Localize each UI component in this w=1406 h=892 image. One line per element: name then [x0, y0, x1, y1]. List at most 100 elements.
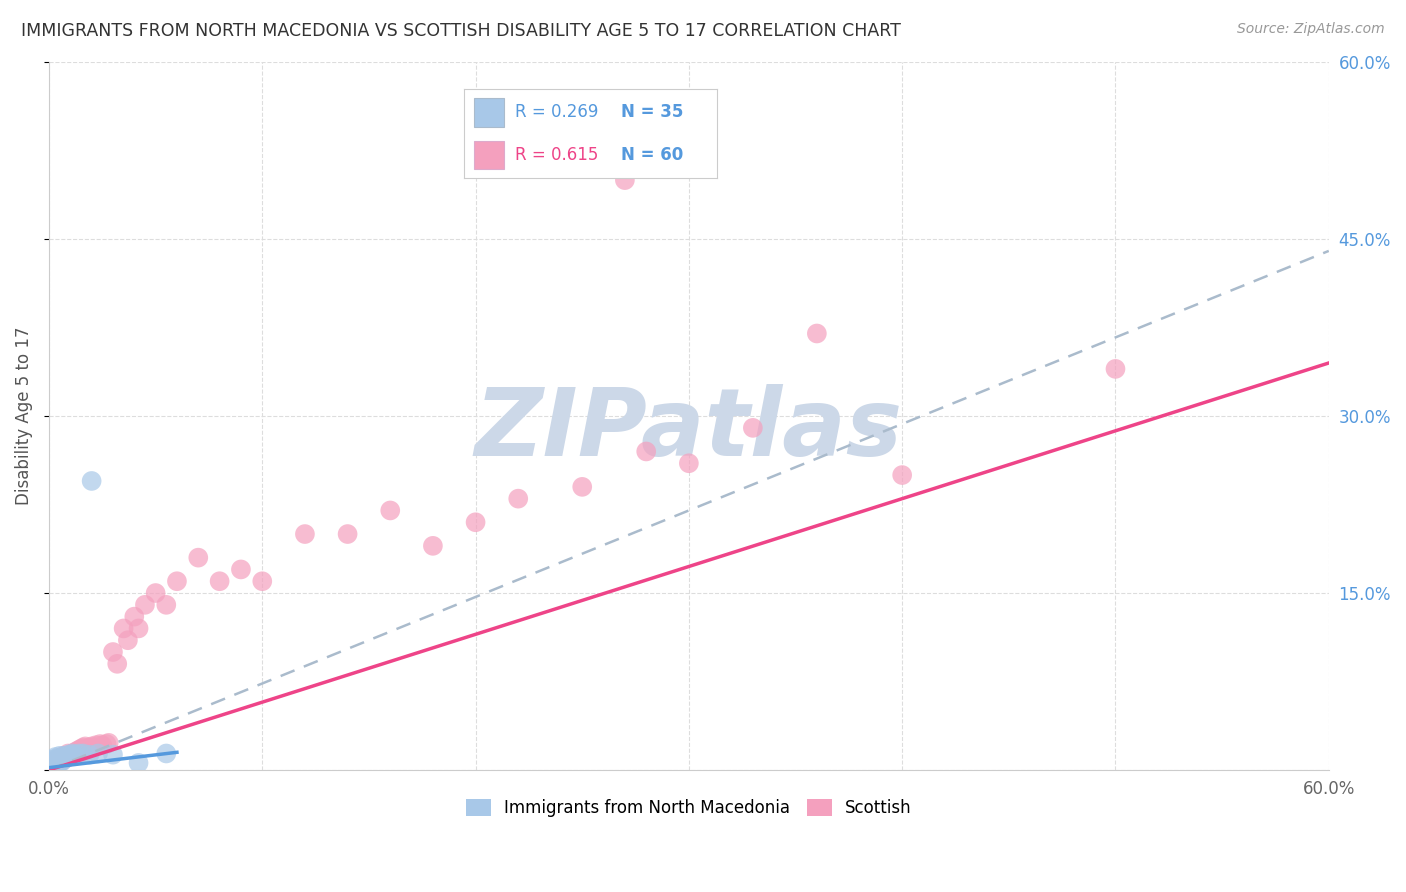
Point [112, 622, 135, 636]
Point [42, 755, 65, 769]
Point [48, 751, 70, 765]
Point [55, 751, 77, 765]
Point [59, 747, 82, 762]
Point [571, 480, 593, 494]
Point [1104, 362, 1126, 376]
Point [59, 748, 82, 763]
Point [145, 586, 167, 600]
Point [46, 757, 69, 772]
Point [72, 740, 94, 755]
Point [46, 755, 69, 769]
Point [63, 745, 86, 759]
Point [96, 737, 118, 751]
Point [39, 757, 62, 772]
Point [44, 758, 66, 772]
Point [39, 759, 62, 773]
Point [51, 754, 73, 768]
Point [39, 758, 62, 772]
Point [97, 736, 120, 750]
Point [252, 574, 274, 589]
Point [56, 747, 79, 761]
Text: R = 0.615: R = 0.615 [515, 146, 598, 164]
Point [422, 539, 444, 553]
Point [336, 527, 359, 541]
Point [128, 756, 150, 770]
Point [48, 755, 70, 769]
Point [39, 757, 62, 772]
Point [636, 444, 658, 458]
Point [46, 752, 69, 766]
Text: Source: ZipAtlas.com: Source: ZipAtlas.com [1237, 22, 1385, 37]
Point [48, 756, 70, 770]
Point [76, 741, 98, 756]
Point [44, 754, 66, 768]
Y-axis label: Disability Age 5 to 17: Disability Age 5 to 17 [15, 326, 32, 506]
Point [42, 757, 65, 772]
Point [39, 755, 62, 769]
Point [128, 622, 150, 636]
Point [51, 751, 73, 765]
Point [464, 515, 486, 529]
Text: N = 60: N = 60 [621, 146, 683, 164]
Point [42, 752, 65, 766]
Point [101, 645, 124, 659]
Point [46, 751, 69, 765]
Point [56, 750, 79, 764]
Point [134, 598, 156, 612]
Point [56, 747, 79, 762]
Point [51, 750, 73, 764]
Point [51, 755, 73, 769]
Point [613, 173, 636, 187]
Point [62, 747, 84, 761]
Point [52, 752, 75, 766]
Point [42, 758, 65, 772]
Point [678, 456, 700, 470]
Point [67, 743, 90, 757]
Point [91, 738, 114, 752]
Point [89, 737, 111, 751]
Point [155, 747, 177, 761]
Point [67, 747, 90, 761]
Point [87, 747, 110, 761]
Text: N = 35: N = 35 [621, 103, 683, 121]
Point [294, 527, 316, 541]
Point [806, 326, 828, 341]
Point [52, 752, 75, 766]
Point [891, 468, 914, 483]
Point [72, 747, 94, 761]
Point [508, 491, 530, 506]
Point [380, 503, 402, 517]
Point [187, 550, 209, 565]
Point [208, 574, 231, 589]
Point [42, 755, 65, 769]
Point [79, 747, 101, 762]
Point [155, 598, 177, 612]
Legend: Immigrants from North Macedonia, Scottish: Immigrants from North Macedonia, Scottis… [457, 790, 920, 825]
Point [70, 741, 93, 756]
Point [46, 756, 69, 770]
Point [84, 738, 107, 752]
Point [42, 759, 65, 773]
Point [80, 474, 103, 488]
Point [66, 744, 89, 758]
Text: R = 0.269: R = 0.269 [515, 103, 598, 121]
Text: IMMIGRANTS FROM NORTH MACEDONIA VS SCOTTISH DISABILITY AGE 5 TO 17 CORRELATION C: IMMIGRANTS FROM NORTH MACEDONIA VS SCOTT… [21, 22, 901, 40]
Point [75, 739, 97, 754]
Point [63, 747, 86, 762]
Point [229, 562, 252, 576]
Point [48, 752, 70, 766]
Point [44, 756, 66, 770]
Point [101, 747, 124, 762]
Point [105, 657, 128, 671]
Point [80, 739, 103, 754]
Point [117, 633, 139, 648]
Point [55, 750, 77, 764]
Bar [474, 141, 505, 169]
Text: ZIPatlas: ZIPatlas [475, 384, 903, 476]
Point [124, 609, 146, 624]
Point [741, 421, 763, 435]
Point [39, 761, 62, 775]
Point [52, 748, 75, 763]
Point [62, 747, 84, 761]
Point [44, 757, 66, 772]
